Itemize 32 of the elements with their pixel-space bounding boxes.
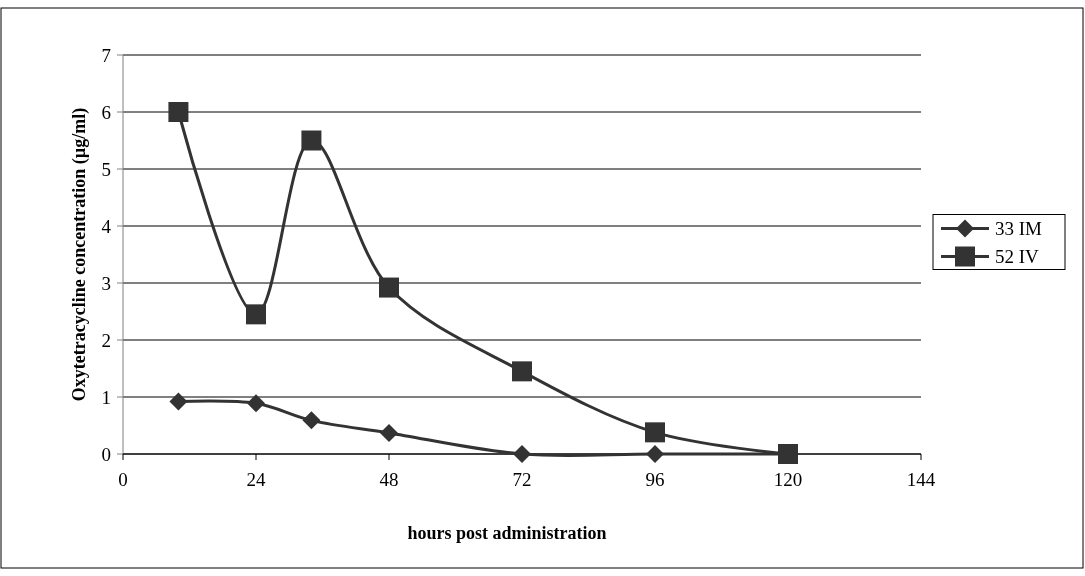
x-tick-label: 144 [906,469,936,490]
x-tick-label: 72 [512,469,532,490]
point [169,392,188,411]
x-axis-title: hours post administration [407,523,607,543]
y-tick-label: 0 [101,443,111,465]
point [778,444,798,464]
legend-label: 52 IV [995,246,1040,268]
point [301,130,322,151]
point [246,304,266,325]
point [379,277,399,298]
legend-label: 33 IM [995,218,1043,240]
y-tick-label: 1 [101,386,111,408]
x-tick-label: 48 [379,469,399,490]
x-tick-label: 24 [246,469,266,490]
y-tick-label: 2 [101,329,111,351]
y-tick-label: 4 [101,215,112,237]
point [512,361,532,382]
point [380,423,398,442]
y-axis-title: Oxytetracycline concentration (µg/ml) [69,107,90,402]
y-tick-label: 6 [101,101,111,123]
y-tick-label: 7 [101,44,111,66]
y-tick-label: 5 [101,158,111,180]
point [645,422,665,443]
point [302,411,321,430]
x-tick-label: 0 [118,469,128,490]
point [247,394,265,413]
point [646,445,664,463]
x-tick-label: 96 [645,469,665,490]
point [168,102,189,122]
x-tick-label: 120 [773,469,803,490]
y-tick-label: 3 [101,272,111,294]
point [513,445,531,463]
